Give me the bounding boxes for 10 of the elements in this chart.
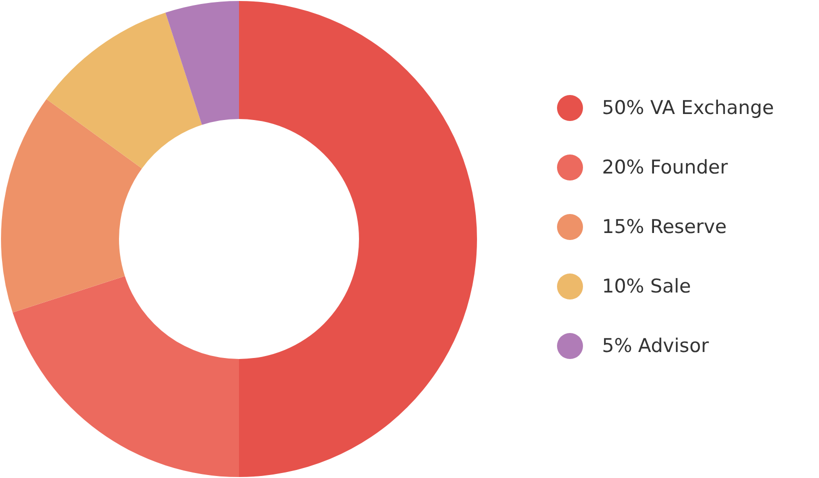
legend-label: 50% VA Exchange	[602, 97, 774, 119]
legend-label: 20% Founder	[602, 156, 728, 178]
legend-label: 5% Advisor	[602, 335, 709, 357]
donut-slice	[46, 12, 202, 168]
donut-slice	[1, 99, 142, 313]
legend-label: 10% Sale	[602, 276, 691, 298]
donut-slice	[239, 1, 477, 477]
donut-slice	[165, 1, 239, 125]
legend-label: 15% Reserve	[602, 216, 727, 238]
donut-slice	[12, 276, 239, 477]
